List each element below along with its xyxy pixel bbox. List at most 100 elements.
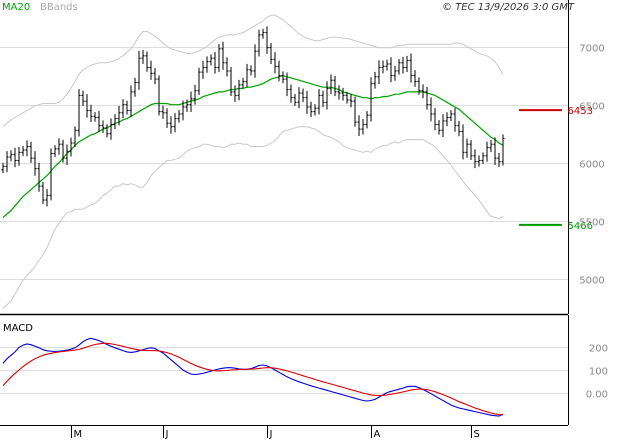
price-bar <box>253 44 257 78</box>
price-bar <box>265 26 269 54</box>
price-bar <box>5 151 9 173</box>
price-bar <box>269 42 273 65</box>
price-bar <box>113 114 117 129</box>
price-bar <box>133 77 137 97</box>
ma20-line <box>2 74 504 218</box>
price-bar <box>357 115 361 136</box>
price-bar <box>469 140 473 160</box>
lower-band <box>2 126 504 309</box>
price-bar <box>197 67 201 96</box>
price-bar <box>29 141 33 163</box>
price-bar <box>277 60 281 82</box>
price-bar <box>297 87 301 109</box>
price-bar <box>177 109 181 123</box>
price-bar <box>465 138 469 158</box>
price-bar <box>433 108 437 131</box>
macd-tick-label: 100 <box>589 367 608 378</box>
price-bar <box>309 101 313 118</box>
month-label: J <box>165 429 169 440</box>
price-bar <box>165 108 169 128</box>
price-bar <box>109 118 113 140</box>
price-bar <box>121 99 125 119</box>
price-bar <box>233 85 237 102</box>
price-bar <box>481 152 485 165</box>
price-bar <box>473 149 477 169</box>
price-bar <box>273 52 277 74</box>
price-bar <box>37 163 41 192</box>
price-bar <box>73 126 77 147</box>
price-bar <box>293 94 297 106</box>
macd-tick-label: 200 <box>589 344 608 355</box>
price-bar <box>141 50 145 64</box>
price-bar <box>97 110 101 133</box>
price-levels: 6453 5466 <box>519 106 593 232</box>
price-bar <box>457 120 461 137</box>
price-bar <box>117 105 121 126</box>
price-bar <box>409 53 413 83</box>
bbands-legend: BBands <box>40 2 78 13</box>
month-label: M <box>74 429 83 440</box>
price-bar <box>153 68 157 85</box>
price-bar <box>477 155 481 167</box>
price-bar <box>137 50 141 90</box>
price-bar <box>21 146 25 157</box>
price-bar <box>397 59 401 75</box>
price-bar <box>229 66 233 96</box>
price-bar <box>493 137 497 165</box>
price-bar <box>45 188 49 207</box>
price-bar <box>497 152 501 167</box>
price-bar <box>441 114 445 137</box>
price-tick-label: 7000 <box>579 44 604 55</box>
price-bar <box>173 113 177 133</box>
price-bar <box>453 107 457 132</box>
price-bar <box>385 59 389 71</box>
price-bar <box>285 72 289 97</box>
price-gridlines <box>0 47 568 280</box>
price-bar <box>321 90 325 108</box>
price-bar <box>429 97 433 122</box>
price-bar <box>9 150 13 162</box>
ma20-path <box>2 74 504 218</box>
price-bar <box>489 139 493 153</box>
price-bar <box>281 71 285 84</box>
price-bar <box>389 57 393 83</box>
price-bar <box>185 99 189 112</box>
price-bar <box>241 77 245 89</box>
price-bar <box>189 91 193 112</box>
price-bar <box>381 60 385 74</box>
price-axis-labels: 5000 5500 6000 6500 7000 <box>579 44 604 287</box>
price-bar <box>149 60 153 80</box>
price-panel-frame <box>0 0 568 314</box>
price-tick-label: 6000 <box>579 160 604 171</box>
price-bar <box>181 100 185 121</box>
price-bar <box>405 55 409 73</box>
price-bar <box>85 94 89 118</box>
price-bar <box>249 65 253 76</box>
price-bar <box>205 56 209 73</box>
price-bar <box>349 94 353 108</box>
price-bar <box>337 85 341 100</box>
support-label: 5466 <box>568 221 593 232</box>
price-bar <box>461 124 465 160</box>
price-bar <box>157 75 161 116</box>
price-bar <box>221 41 225 70</box>
price-bar <box>361 119 365 135</box>
price-bar <box>81 90 85 106</box>
price-tick-label: 6500 <box>579 102 604 113</box>
month-label: S <box>474 429 480 440</box>
price-bar <box>161 105 165 119</box>
price-bar <box>341 87 345 101</box>
price-tick-label: 5500 <box>579 218 604 229</box>
price-bar <box>213 52 217 74</box>
price-bar <box>169 116 173 134</box>
price-bar <box>125 100 129 115</box>
price-bar <box>373 71 377 89</box>
price-bar <box>201 60 205 79</box>
price-bar <box>93 112 97 122</box>
price-bar <box>353 96 357 127</box>
price-bar <box>33 151 37 176</box>
price-bar <box>41 181 45 205</box>
price-bar <box>217 44 221 73</box>
copyright-text: © TEC 13/9/2026 3:0 GMT <box>442 2 575 13</box>
